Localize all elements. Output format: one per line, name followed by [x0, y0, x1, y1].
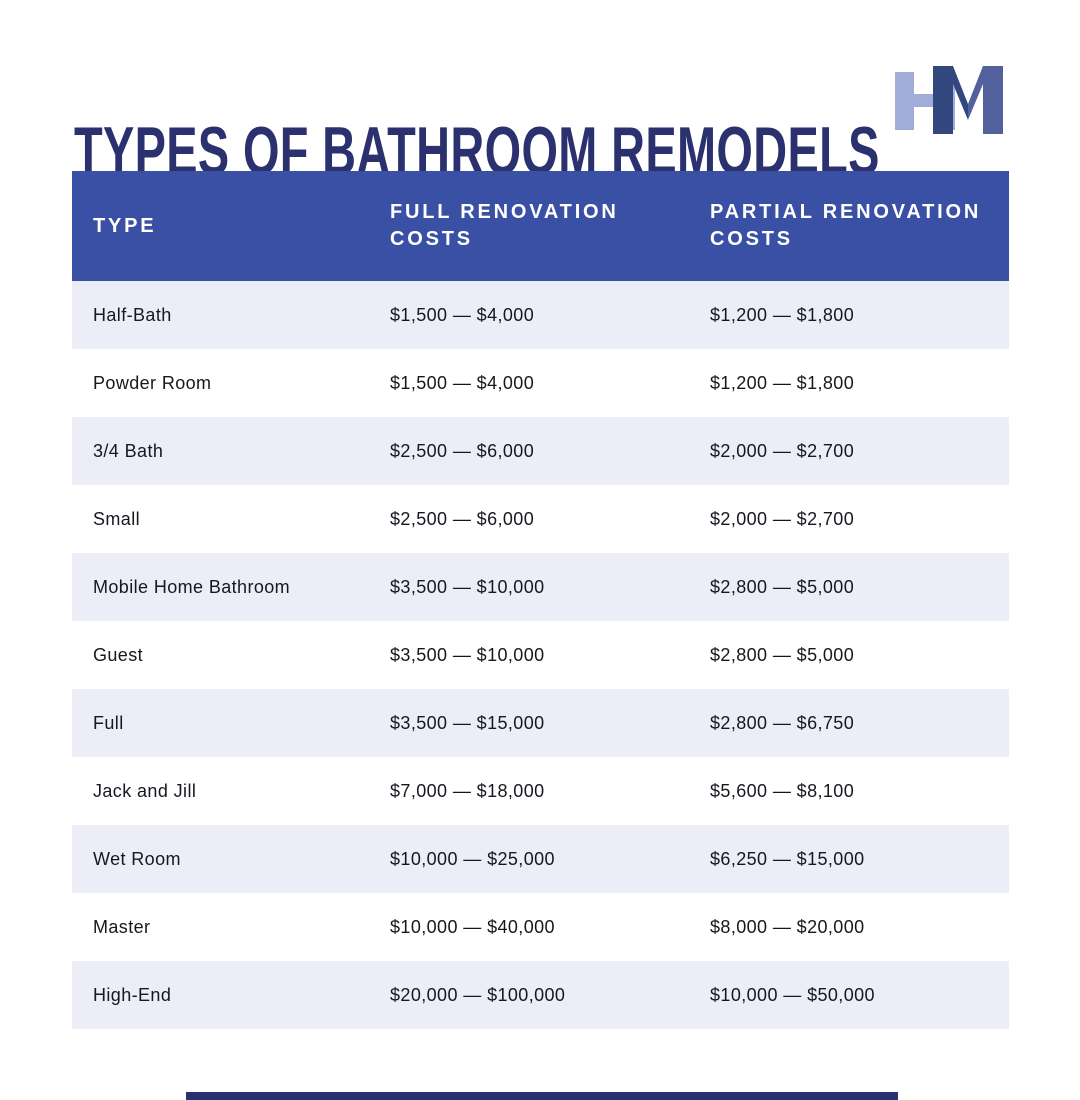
- cell-full-cost: $2,500 — $6,000: [390, 440, 535, 461]
- cell-partial-cost: $8,000 — $20,000: [710, 916, 865, 937]
- logo-letter-m: [933, 66, 1003, 134]
- cell-full-cost: $10,000 — $40,000: [390, 916, 555, 937]
- cell-type: High-End: [93, 984, 172, 1005]
- table-row: Full $3,500 — $15,000 $2,800 — $6,750: [72, 689, 1009, 757]
- cell-full-cost: $7,000 — $18,000: [390, 780, 545, 801]
- table-row: Powder Room $1,500 — $4,000 $1,200 — $1,…: [72, 349, 1009, 417]
- table-header-row: TYPE FULL RENOVATION COSTS PARTIAL RENOV…: [72, 171, 1009, 281]
- cell-type: Full: [93, 712, 124, 733]
- cell-full-cost: $3,500 — $10,000: [390, 644, 545, 665]
- cell-full-cost: $3,500 — $10,000: [390, 576, 545, 597]
- cell-full-cost: $10,000 — $25,000: [390, 848, 555, 869]
- cell-partial-cost: $2,800 — $6,750: [710, 712, 855, 733]
- cell-full-cost: $1,500 — $4,000: [390, 372, 535, 393]
- remodel-cost-table: TYPE FULL RENOVATION COSTS PARTIAL RENOV…: [72, 171, 1009, 1029]
- cell-partial-cost: $1,200 — $1,800: [710, 372, 855, 393]
- table-row: 3/4 Bath $2,500 — $6,000 $2,000 — $2,700: [72, 417, 1009, 485]
- cell-type: Master: [93, 916, 151, 937]
- column-header-full-renovation-costs: FULL RENOVATION COSTS: [390, 201, 619, 250]
- cell-type: Wet Room: [93, 848, 181, 869]
- cell-type: Small: [93, 508, 141, 529]
- cell-partial-cost: $2,000 — $2,700: [710, 440, 855, 461]
- table-row: Small $2,500 — $6,000 $2,000 — $2,700: [72, 485, 1009, 553]
- column-header-type: TYPE: [93, 214, 157, 237]
- cell-partial-cost: $5,600 — $8,100: [710, 780, 855, 801]
- footer-accent-bar: [186, 1092, 898, 1100]
- table-row: Guest $3,500 — $10,000 $2,800 — $5,000: [72, 621, 1009, 689]
- cell-partial-cost: $10,000 — $50,000: [710, 984, 875, 1005]
- cell-type: Mobile Home Bathroom: [93, 576, 291, 597]
- cell-type: Guest: [93, 644, 144, 665]
- cell-type: Powder Room: [93, 372, 212, 393]
- cell-type: Jack and Jill: [93, 780, 197, 801]
- cell-type: Half-Bath: [93, 304, 172, 325]
- cell-full-cost: $20,000 — $100,000: [390, 984, 566, 1005]
- cell-full-cost: $3,500 — $15,000: [390, 712, 545, 733]
- cell-partial-cost: $2,800 — $5,000: [710, 644, 855, 665]
- cell-partial-cost: $2,000 — $2,700: [710, 508, 855, 529]
- cell-partial-cost: $1,200 — $1,800: [710, 304, 855, 325]
- cell-partial-cost: $6,250 — $15,000: [710, 848, 865, 869]
- hm-logo-icon: [895, 66, 1003, 134]
- cell-full-cost: $1,500 — $4,000: [390, 304, 535, 325]
- table-row: Wet Room $10,000 — $25,000 $6,250 — $15,…: [72, 825, 1009, 893]
- table-row: Mobile Home Bathroom $3,500 — $10,000 $2…: [72, 553, 1009, 621]
- table-row: Jack and Jill $7,000 — $18,000 $5,600 — …: [72, 757, 1009, 825]
- table-row: High-End $20,000 — $100,000 $10,000 — $5…: [72, 961, 1009, 1029]
- column-header-partial-renovation-costs: PARTIAL RENOVATION COSTS: [710, 201, 982, 250]
- table-row: Master $10,000 — $40,000 $8,000 — $20,00…: [72, 893, 1009, 961]
- cell-type: 3/4 Bath: [93, 440, 164, 461]
- cell-full-cost: $2,500 — $6,000: [390, 508, 535, 529]
- cell-partial-cost: $2,800 — $5,000: [710, 576, 855, 597]
- table-row: Half-Bath $1,500 — $4,000 $1,200 — $1,80…: [72, 281, 1009, 349]
